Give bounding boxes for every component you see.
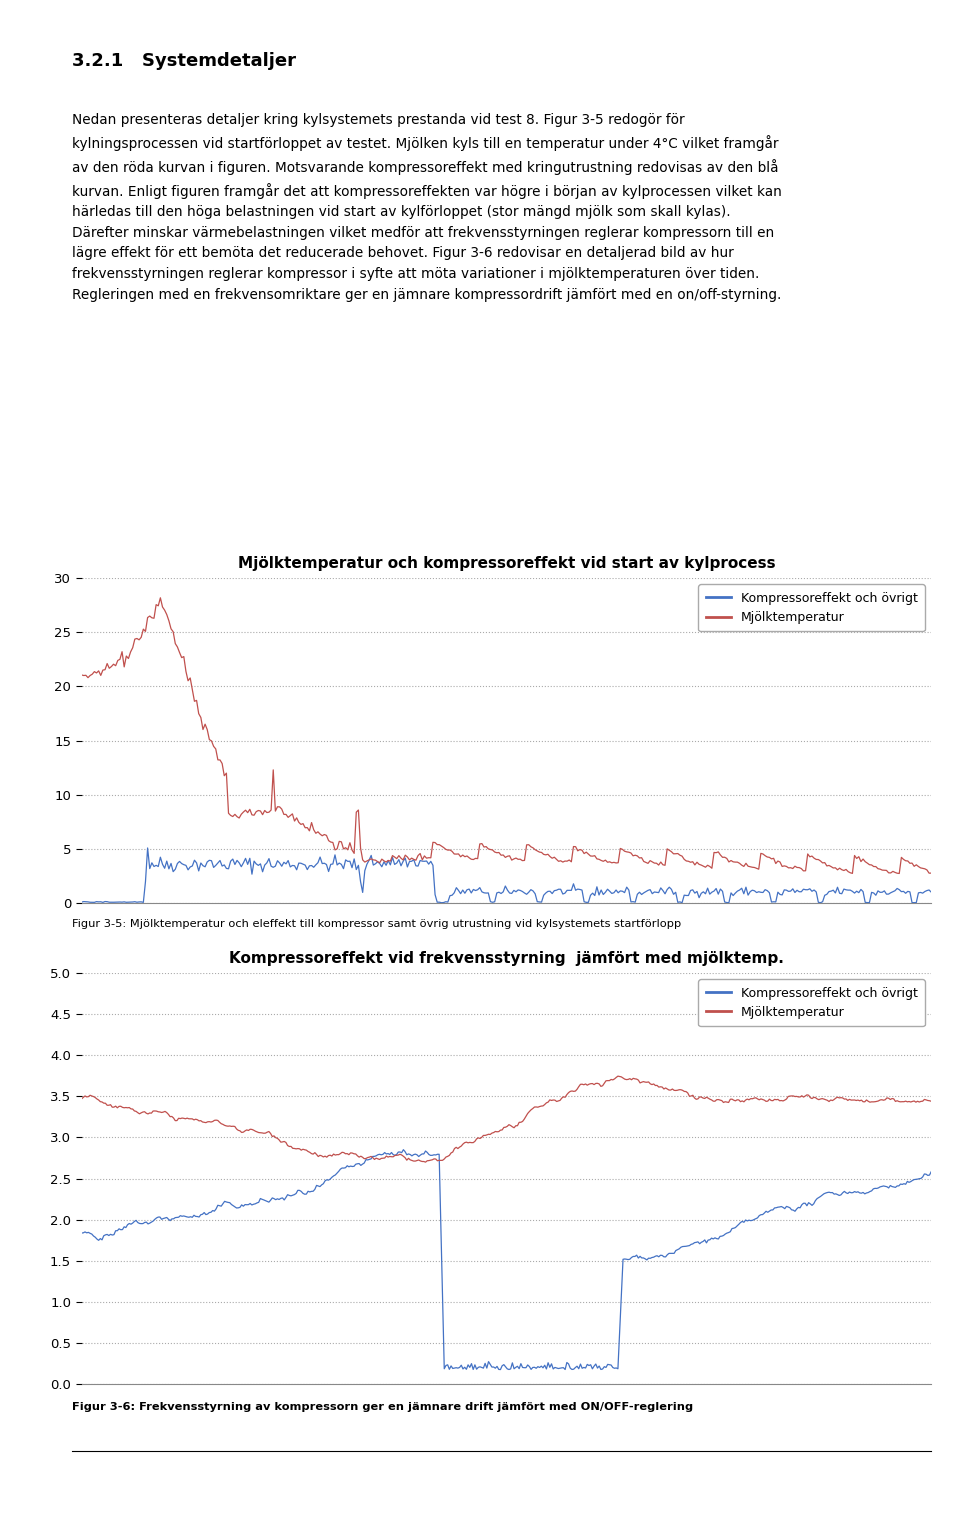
Text: 3.2.1   Systemdetaljer: 3.2.1 Systemdetaljer (72, 51, 296, 70)
Text: Nedan presenteras detaljer kring kylsystemets prestanda vid test 8. Figur 3-5 re: Nedan presenteras detaljer kring kylsyst… (72, 113, 781, 301)
Legend: Kompressoreffekt och övrigt, Mjölktemperatur: Kompressoreffekt och övrigt, Mjölktemper… (698, 584, 924, 631)
Title: Kompressoreffekt vid frekvensstyrning  jämfört med mjölktemp.: Kompressoreffekt vid frekvensstyrning jä… (229, 952, 783, 967)
Text: Figur 3-5: Mjölktemperatur och eleffekt till kompressor samt övrig utrustning vi: Figur 3-5: Mjölktemperatur och eleffekt … (72, 920, 682, 929)
Title: Mjölktemperatur och kompressoreffekt vid start av kylprocess: Mjölktemperatur och kompressoreffekt vid… (237, 557, 776, 572)
Legend: Kompressoreffekt och övrigt, Mjölktemperatur: Kompressoreffekt och övrigt, Mjölktemper… (698, 979, 924, 1026)
Text: Figur 3-6: Frekvensstyrning av kompressorn ger en jämnare drift jämfört med ON/O: Figur 3-6: Frekvensstyrning av kompresso… (72, 1403, 693, 1412)
